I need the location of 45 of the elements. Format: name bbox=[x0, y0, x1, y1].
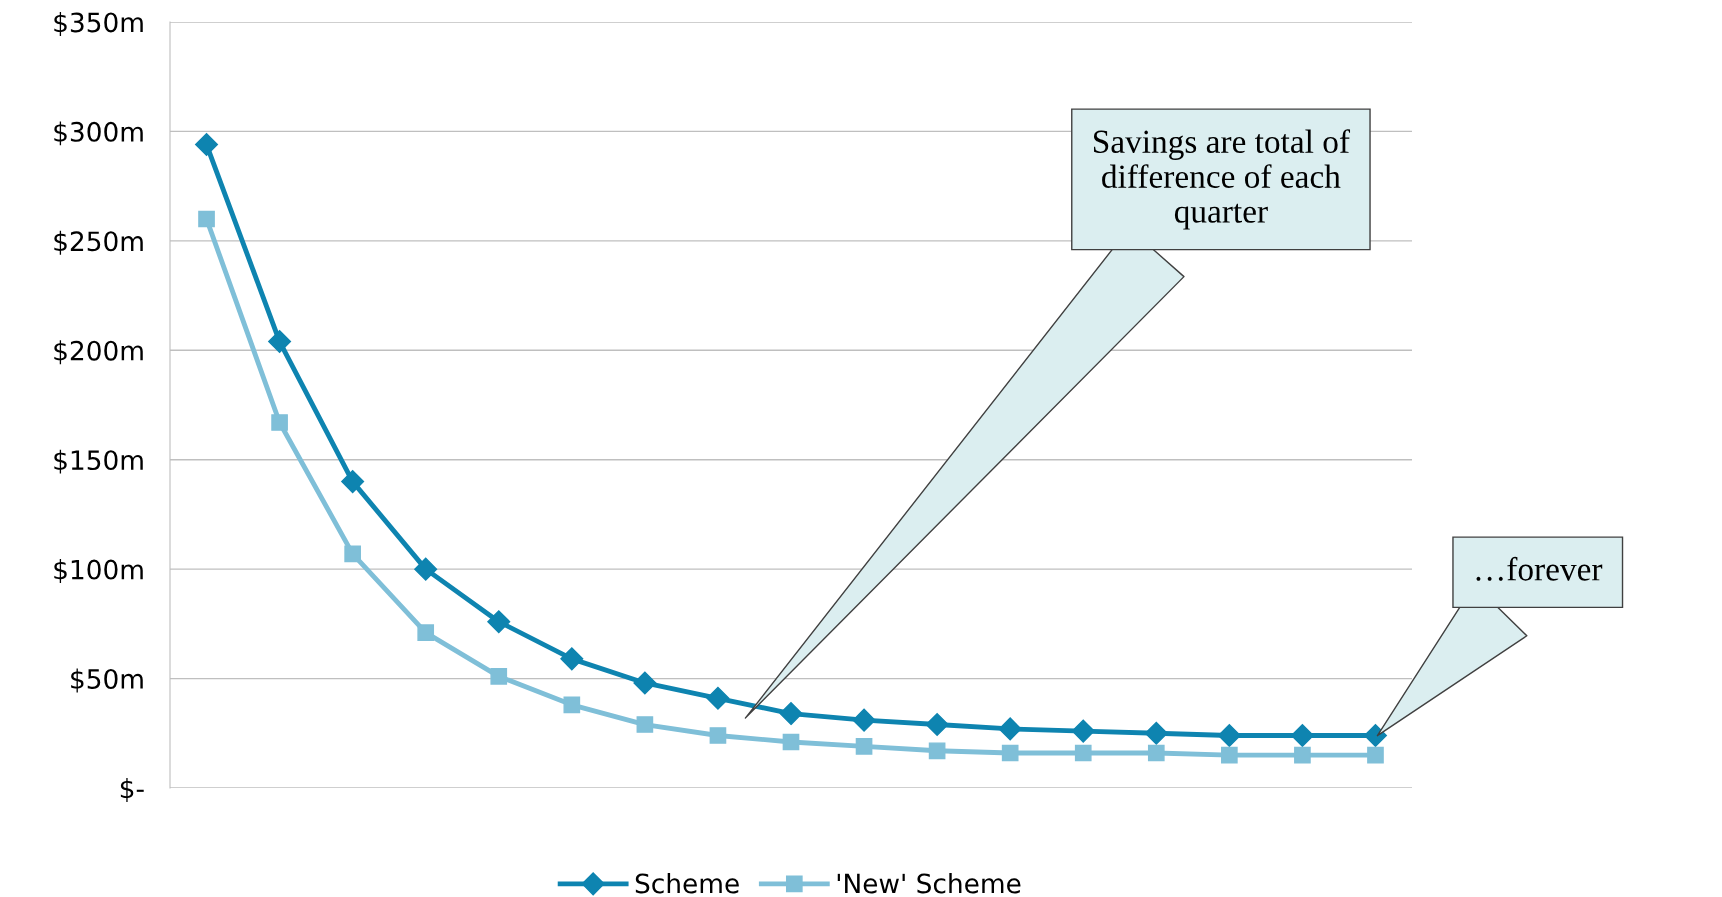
point bbox=[271, 414, 288, 431]
point bbox=[855, 738, 873, 755]
point bbox=[1290, 723, 1314, 747]
point bbox=[1367, 746, 1384, 764]
y-tick-label: $200m bbox=[54, 340, 143, 365]
point bbox=[417, 624, 435, 641]
point bbox=[344, 545, 361, 563]
point bbox=[1071, 719, 1095, 743]
point bbox=[706, 686, 730, 710]
point bbox=[782, 733, 800, 751]
point bbox=[490, 668, 508, 685]
point bbox=[1217, 723, 1241, 747]
legend-label: Scheme bbox=[635, 873, 739, 894]
point bbox=[1001, 744, 1019, 762]
point bbox=[487, 610, 511, 634]
y-tick-label: $150m bbox=[54, 449, 143, 474]
point bbox=[1221, 746, 1238, 764]
point bbox=[560, 647, 584, 671]
y-tick-label: $100m bbox=[54, 559, 143, 584]
legend-label: 'New' Scheme bbox=[837, 873, 1021, 894]
text: …forever bbox=[1476, 556, 1603, 581]
point bbox=[414, 557, 438, 581]
point bbox=[198, 210, 215, 228]
point bbox=[1144, 721, 1168, 745]
point bbox=[998, 717, 1022, 741]
y-tick-label: $350m bbox=[54, 11, 143, 36]
point bbox=[1074, 744, 1092, 762]
point bbox=[928, 742, 946, 760]
point bbox=[852, 708, 876, 732]
y-tick-label: $- bbox=[120, 777, 144, 802]
point bbox=[925, 713, 949, 737]
point bbox=[563, 696, 581, 714]
point bbox=[341, 470, 365, 494]
annotation: Savings are total of difference of each quarter bbox=[1093, 129, 1351, 230]
y-tick-label: $300m bbox=[54, 121, 143, 146]
y-tick-label: $250m bbox=[54, 230, 143, 255]
point bbox=[1294, 746, 1311, 764]
point bbox=[709, 727, 727, 744]
point bbox=[1147, 744, 1165, 762]
point bbox=[779, 702, 803, 726]
y-tick-label: $50m bbox=[71, 668, 143, 693]
point bbox=[195, 133, 219, 157]
point bbox=[633, 671, 657, 695]
point bbox=[636, 716, 654, 733]
point bbox=[268, 330, 292, 354]
